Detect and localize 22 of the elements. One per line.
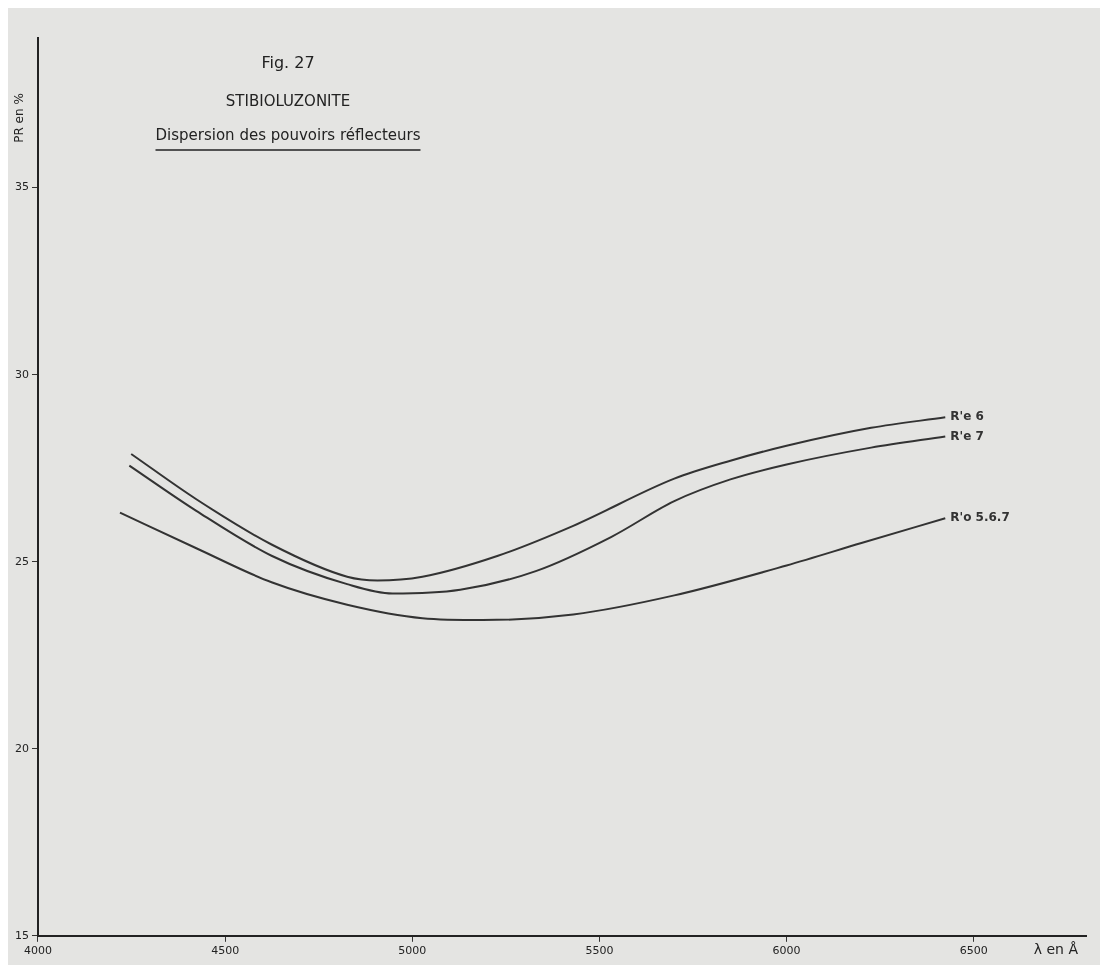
y-tick-label: 35 — [15, 180, 29, 194]
line-series — [128, 435, 947, 595]
line-series — [130, 416, 947, 582]
text: Dispersion des pouvoirs réflecteurs — [155, 126, 421, 144]
series-label: R'e 7 — [950, 428, 984, 443]
series-label: R'e 6 — [950, 409, 984, 424]
y-tick-label: 20 — [15, 741, 29, 755]
line-series — [118, 511, 947, 622]
y-tick-label: 30 — [15, 367, 29, 381]
x-tick-label: 6000 — [772, 944, 801, 958]
x-tick-label: 4000 — [24, 944, 52, 958]
x-axis-title: λ en Å — [1033, 941, 1079, 958]
text: STIBIOLUZONITE — [225, 92, 351, 110]
x-tick-label: 6500 — [959, 944, 988, 958]
y-axis-title: PR en % — [12, 93, 27, 143]
x-tick-label: 5500 — [585, 944, 614, 958]
annotation: Fig. 27 — [261, 53, 315, 72]
x-tick-label: 5000 — [398, 944, 427, 958]
y-tick-label: 15 — [15, 928, 29, 942]
series-label: R'o 5.6.7 — [950, 510, 1010, 525]
x-tick-label: 4500 — [211, 944, 240, 958]
y-tick-label: 25 — [15, 554, 29, 568]
